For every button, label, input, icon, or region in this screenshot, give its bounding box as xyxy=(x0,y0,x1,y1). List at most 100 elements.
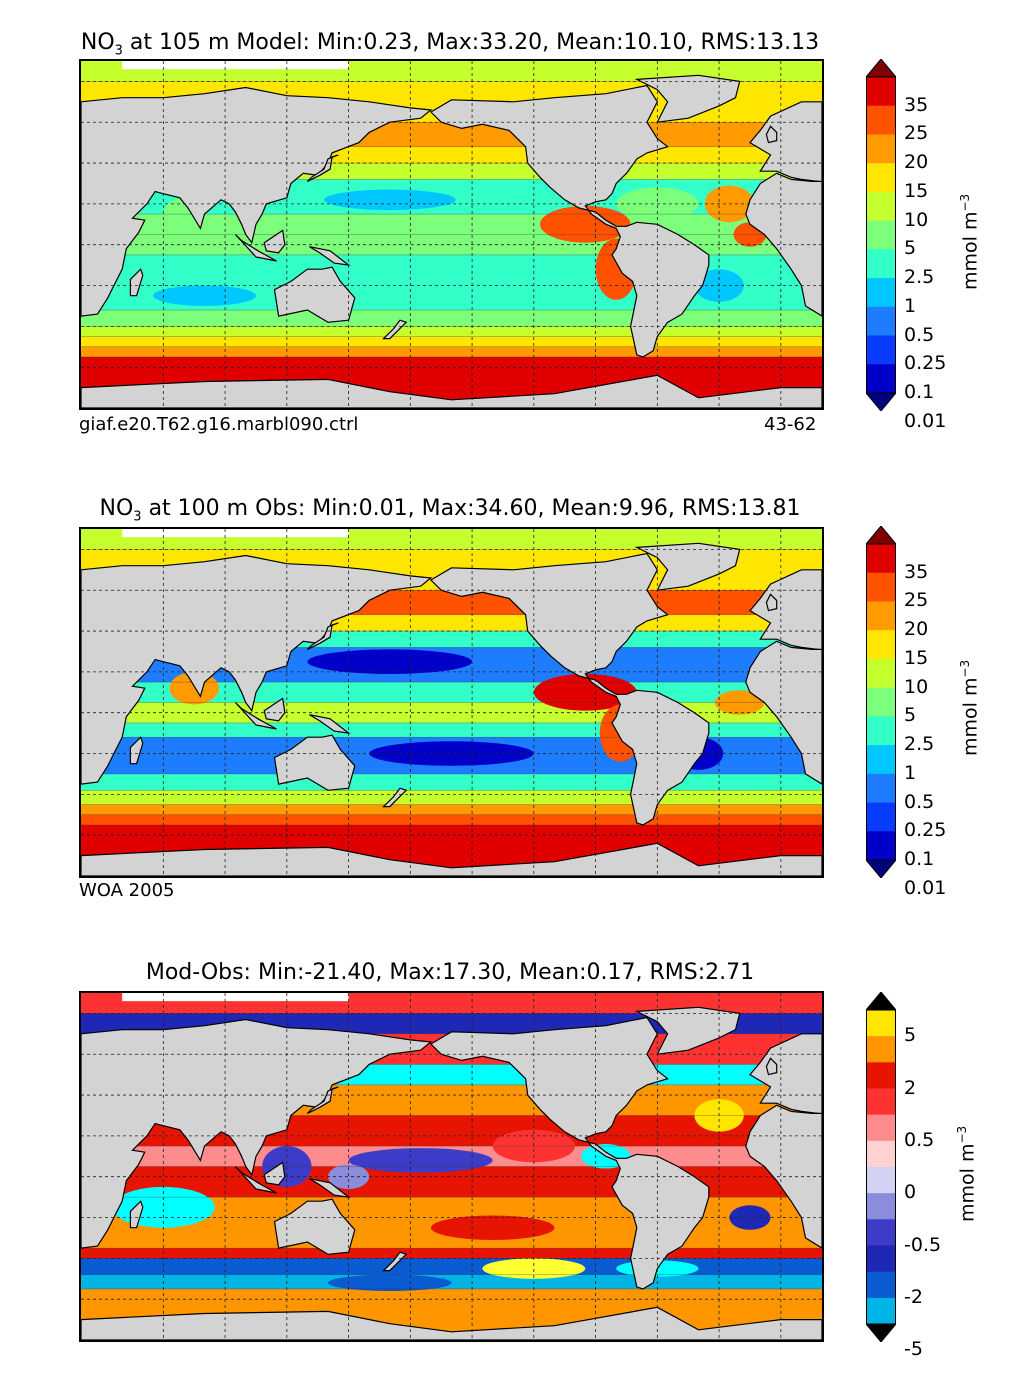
colorbar-segment xyxy=(866,278,896,308)
land-mass xyxy=(429,84,710,358)
panel-3-title: Mod-Obs: Min:-21.40, Max:17.30, Mean:0.1… xyxy=(145,960,755,985)
map-plot xyxy=(81,529,822,876)
colorbar-tick-label: 5 xyxy=(904,237,917,260)
colorbar-tick-label: -0.5 xyxy=(904,1233,942,1256)
land-mass xyxy=(634,1006,741,1055)
land-mass xyxy=(306,154,339,182)
field-feature xyxy=(323,189,456,211)
colorbar-tick-label: 10 xyxy=(904,208,929,231)
field-feature xyxy=(328,1274,452,1292)
colorbar-segment xyxy=(866,105,896,135)
colorbar-tick-label: 0.01 xyxy=(904,409,947,432)
colorbar-tick-label: 15 xyxy=(904,179,929,202)
colorbar-segment xyxy=(866,802,896,832)
colorbar-max-extend xyxy=(864,525,898,545)
colorbar-segment xyxy=(866,544,896,574)
colorbar-max-extend xyxy=(864,58,898,78)
field-feature xyxy=(328,1164,370,1189)
colorbar-segment xyxy=(866,1297,896,1325)
land-mass xyxy=(273,734,356,791)
map-plot xyxy=(81,61,822,408)
map-plot xyxy=(81,993,822,1340)
colorbar-tick-label: 25 xyxy=(904,589,929,612)
colorbar-tick-label: -2 xyxy=(904,1285,923,1308)
field-band xyxy=(81,310,822,327)
colorbar-tick-label: 1 xyxy=(904,294,917,317)
colorbar-segment xyxy=(866,1088,896,1116)
land-mass xyxy=(263,697,286,722)
land-mass xyxy=(263,229,286,254)
colorbar-segment xyxy=(866,773,896,804)
field-band xyxy=(81,1248,822,1259)
land-mass xyxy=(129,736,144,765)
obs-map xyxy=(79,527,824,878)
colorbar-segment xyxy=(866,163,896,193)
colorbar-tick-label: 15 xyxy=(904,646,929,669)
colorbar-segment xyxy=(866,1010,896,1037)
field-feature xyxy=(430,1215,555,1240)
model-colorbar xyxy=(864,58,898,412)
land-mass xyxy=(634,542,741,591)
panel-1-title: NO3 at 105 m Model: Min:0.23, Max:33.20,… xyxy=(80,30,820,59)
colorbar-tick-label: -5 xyxy=(904,1338,923,1361)
land-mass xyxy=(273,266,356,323)
colorbar-tick-label: 5 xyxy=(904,1024,917,1047)
land-mass xyxy=(263,1161,286,1186)
colorbar-tick-label: 0.01 xyxy=(904,876,947,899)
colorbar-tick-label: 0.5 xyxy=(904,790,935,813)
difference-colorbar-unit: mmol m−3 xyxy=(955,1125,979,1222)
colorbar-segment xyxy=(866,364,896,394)
field-feature xyxy=(482,1258,586,1279)
colorbar-tick-label: 20 xyxy=(904,151,929,174)
land-mass xyxy=(429,552,710,826)
colorbar-segment xyxy=(866,335,896,365)
field-band xyxy=(81,346,822,358)
land-mass xyxy=(306,622,339,650)
land-mass xyxy=(382,787,408,808)
colorbar-tick-label: 2.5 xyxy=(904,266,935,289)
colorbar-min-extend xyxy=(864,392,898,412)
field-band xyxy=(81,1258,822,1276)
colorbar-tick-label: 0.1 xyxy=(904,381,935,403)
land-mass xyxy=(309,714,351,735)
colorbar-tick-label: 35 xyxy=(904,560,929,583)
colorbar-tick-label: 2 xyxy=(904,1076,917,1099)
colorbar-segment xyxy=(866,249,896,279)
panel-2-title: NO3 at 100 m Obs: Min:0.01, Max:34.60, M… xyxy=(99,496,801,525)
colorbar-tick-label: 0.1 xyxy=(904,848,935,870)
land-mass xyxy=(81,1018,433,1249)
colorbar-tick-label: 5 xyxy=(904,704,917,727)
obs-source-caption: WOA 2005 xyxy=(79,880,175,901)
difference-map xyxy=(79,991,824,1342)
land-mass xyxy=(234,234,277,262)
land-mass xyxy=(81,554,433,785)
colorbar-tick-label: 10 xyxy=(904,675,929,698)
colorbar-min-extend xyxy=(864,1323,898,1343)
colorbar-segment xyxy=(866,77,896,107)
colorbar-tick-label: 0 xyxy=(904,1181,917,1204)
model-map xyxy=(79,59,824,410)
land-mass xyxy=(765,125,778,144)
colorbar-tick-label: 25 xyxy=(904,122,929,145)
land-mass xyxy=(273,1198,356,1255)
colorbar-segment xyxy=(866,630,896,660)
colorbar-segment xyxy=(866,1193,896,1220)
colorbar-segment xyxy=(866,745,896,775)
colorbar-segment xyxy=(866,220,896,250)
field-band xyxy=(81,326,822,338)
land-mass xyxy=(765,593,778,612)
land-mass xyxy=(429,1016,710,1290)
colorbar-segment xyxy=(866,1245,896,1273)
colorbar-min-extend xyxy=(864,859,898,879)
colorbar-max-extend xyxy=(864,991,898,1011)
field-feature xyxy=(661,649,736,674)
colorbar-segment xyxy=(866,1114,896,1142)
field-band xyxy=(81,814,822,826)
land-mass xyxy=(382,319,408,340)
field-band xyxy=(81,234,822,256)
field-band xyxy=(81,722,822,738)
colorbar-tick-label: 1 xyxy=(904,761,917,784)
colorbar-segment xyxy=(866,134,896,164)
colorbar-segment xyxy=(866,831,896,861)
colorbar-segment xyxy=(866,572,896,602)
